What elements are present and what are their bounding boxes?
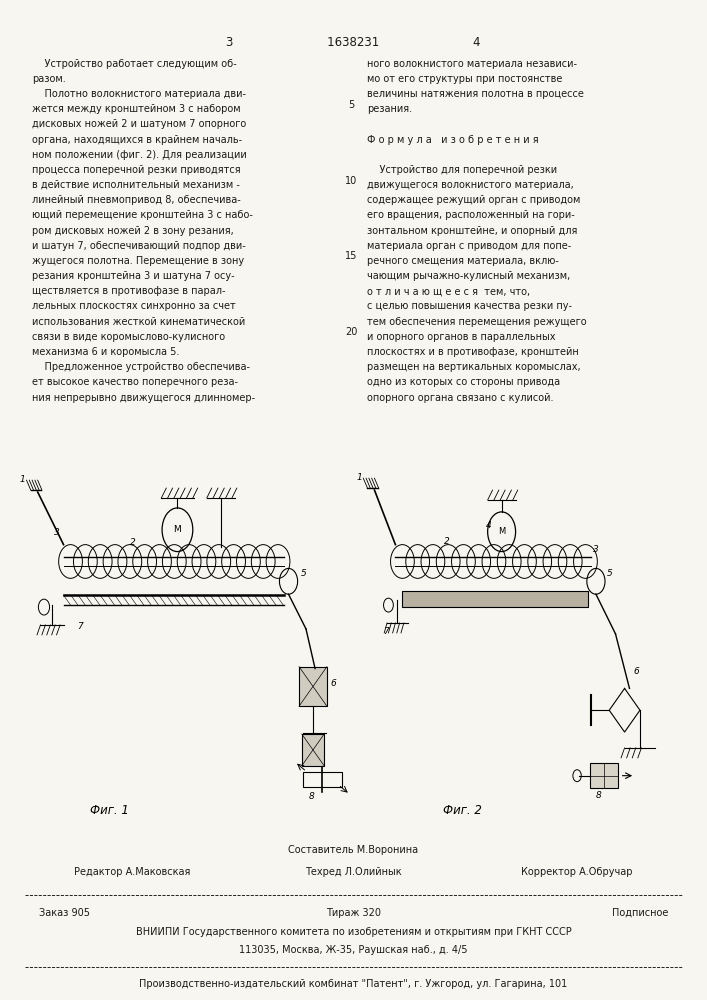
Text: 15: 15 (345, 251, 358, 261)
Text: ет высокое качество поперечного реза-: ет высокое качество поперечного реза- (32, 377, 238, 387)
Text: ществляется в противофазе в парал-: ществляется в противофазе в парал- (32, 286, 226, 296)
Text: 2: 2 (130, 538, 136, 547)
Text: линейный пневмопривод 8, обеспечива-: линейный пневмопривод 8, обеспечива- (32, 195, 241, 205)
Text: о т л и ч а ю щ е е с я  тем, что,: о т л и ч а ю щ е е с я тем, что, (368, 286, 530, 296)
Text: 3                         1638231                         4: 3 1638231 4 (226, 36, 481, 49)
Text: Корректор А.Обручар: Корректор А.Обручар (522, 867, 633, 877)
Text: 7: 7 (383, 627, 389, 636)
Text: Подписное: Подписное (612, 908, 668, 918)
Text: разом.: разом. (32, 74, 66, 84)
Text: Составитель М.Воронина: Составитель М.Воронина (288, 845, 419, 855)
Text: дисковых ножей 2 и шатуном 7 опорного: дисковых ножей 2 и шатуном 7 опорного (32, 119, 246, 129)
Bar (402, 591, 588, 607)
Text: 5: 5 (300, 569, 306, 578)
Text: движущегося волокнистого материала,: движущегося волокнистого материала, (368, 180, 574, 190)
Bar (303, 772, 341, 787)
Text: материала орган с приводом для попе-: материала орган с приводом для попе- (368, 241, 572, 251)
Text: 3: 3 (593, 545, 599, 554)
Text: процесса поперечной резки приводятся: процесса поперечной резки приводятся (32, 165, 241, 175)
Text: 8: 8 (309, 792, 315, 801)
Text: с целью повышения качества резки пу-: с целью повышения качества резки пу- (368, 301, 573, 311)
Text: опорного органа связано с кулисой.: опорного органа связано с кулисой. (368, 393, 554, 403)
Text: тем обеспечения перемещения режущего: тем обеспечения перемещения режущего (368, 317, 587, 327)
Text: 4: 4 (486, 521, 492, 530)
Text: Фиг. 1: Фиг. 1 (90, 804, 129, 817)
Text: мо от его структуры при постоянстве: мо от его структуры при постоянстве (368, 74, 563, 84)
Text: механизма 6 и коромысла 5.: механизма 6 и коромысла 5. (32, 347, 180, 357)
Text: 2: 2 (444, 537, 450, 546)
Text: Заказ 905: Заказ 905 (39, 908, 90, 918)
Text: жется между кронштейном 3 с набором: жется между кронштейном 3 с набором (32, 104, 241, 114)
Text: Фиг. 2: Фиг. 2 (443, 804, 482, 817)
Text: ного волокнистого материала независи-: ного волокнистого материала независи- (368, 59, 578, 69)
Text: Производственно-издательский комбинат "Патент", г. Ужгород, ул. Гагарина, 101: Производственно-издательский комбинат "П… (139, 979, 568, 989)
Text: 10: 10 (345, 176, 358, 186)
Text: Редактор А.Маковская: Редактор А.Маковская (74, 867, 190, 877)
Text: ном положении (фиг. 2). Для реализации: ном положении (фиг. 2). Для реализации (32, 150, 247, 160)
Text: лельных плоскостях синхронно за счет: лельных плоскостях синхронно за счет (32, 301, 236, 311)
Text: резания.: резания. (368, 104, 413, 114)
Text: плоскостях и в противофазе, кронштейн: плоскостях и в противофазе, кронштейн (368, 347, 579, 357)
Text: 8: 8 (595, 790, 601, 800)
Text: и шатун 7, обеспечивающий подпор дви-: и шатун 7, обеспечивающий подпор дви- (32, 241, 246, 251)
Text: М: М (173, 525, 181, 534)
Text: использования жесткой кинематической: использования жесткой кинематической (32, 317, 245, 327)
Text: Устройство работает следующим об-: Устройство работает следующим об- (32, 59, 237, 69)
Text: М: М (498, 527, 506, 536)
Text: 7: 7 (78, 622, 83, 631)
Text: связи в виде коромыслово-кулисного: связи в виде коромыслово-кулисного (32, 332, 226, 342)
Bar (302, 734, 324, 766)
Text: ющий перемещение кронштейна 3 с набо-: ющий перемещение кронштейна 3 с набо- (32, 210, 253, 220)
Text: 5: 5 (607, 569, 612, 578)
Text: Предложенное устройство обеспечива-: Предложенное устройство обеспечива- (32, 362, 250, 372)
Text: 113035, Москва, Ж-35, Раушская наб., д. 4/5: 113035, Москва, Ж-35, Раушская наб., д. … (239, 945, 468, 955)
Text: одно из которых со стороны привода: одно из которых со стороны привода (368, 377, 561, 387)
Text: 5: 5 (349, 100, 354, 110)
Text: размещен на вертикальных коромыслах,: размещен на вертикальных коромыслах, (368, 362, 581, 372)
Text: 6: 6 (330, 679, 337, 688)
Text: величины натяжения полотна в процессе: величины натяжения полотна в процессе (368, 89, 585, 99)
Text: его вращения, расположенный на гори-: его вращения, расположенный на гори- (368, 210, 575, 220)
Bar (299, 667, 327, 706)
Text: резания кронштейна 3 и шатуна 7 осу-: резания кронштейна 3 и шатуна 7 осу- (32, 271, 235, 281)
Text: Тираж 320: Тираж 320 (326, 908, 381, 918)
Text: Полотно волокнистого материала дви-: Полотно волокнистого материала дви- (32, 89, 246, 99)
Text: 1: 1 (356, 473, 362, 482)
Text: речного смещения материала, вклю-: речного смещения материала, вклю- (368, 256, 559, 266)
Text: и опорного органов в параллельных: и опорного органов в параллельных (368, 332, 556, 342)
Text: в действие исполнительный механизм -: в действие исполнительный механизм - (32, 180, 240, 190)
Text: ния непрерывно движущегося длинномер-: ния непрерывно движущегося длинномер- (32, 393, 255, 403)
Text: зонтальном кронштейне, и опорный для: зонтальном кронштейне, и опорный для (368, 226, 578, 236)
Bar (590, 763, 618, 788)
Text: чающим рычажно-кулисный механизм,: чающим рычажно-кулисный механизм, (368, 271, 571, 281)
Text: органа, находящихся в крайнем началь-: органа, находящихся в крайнем началь- (32, 135, 243, 145)
Text: 6: 6 (633, 667, 638, 676)
Text: ром дисковых ножей 2 в зону резания,: ром дисковых ножей 2 в зону резания, (32, 226, 234, 236)
Text: Техред Л.Олийнык: Техред Л.Олийнык (305, 867, 402, 877)
Text: 3: 3 (54, 528, 60, 537)
Text: жущегося полотна. Перемещение в зону: жущегося полотна. Перемещение в зону (32, 256, 244, 266)
Text: 20: 20 (345, 327, 358, 337)
Text: Устройство для поперечной резки: Устройство для поперечной резки (368, 165, 558, 175)
Text: ВНИИПИ Государственного комитета по изобретениям и открытиям при ГКНТ СССР: ВНИИПИ Государственного комитета по изоб… (136, 927, 571, 937)
Text: 1: 1 (20, 475, 25, 484)
Text: Ф о р м у л а   и з о б р е т е н и я: Ф о р м у л а и з о б р е т е н и я (368, 135, 539, 145)
Text: содержащее режущий орган с приводом: содержащее режущий орган с приводом (368, 195, 581, 205)
